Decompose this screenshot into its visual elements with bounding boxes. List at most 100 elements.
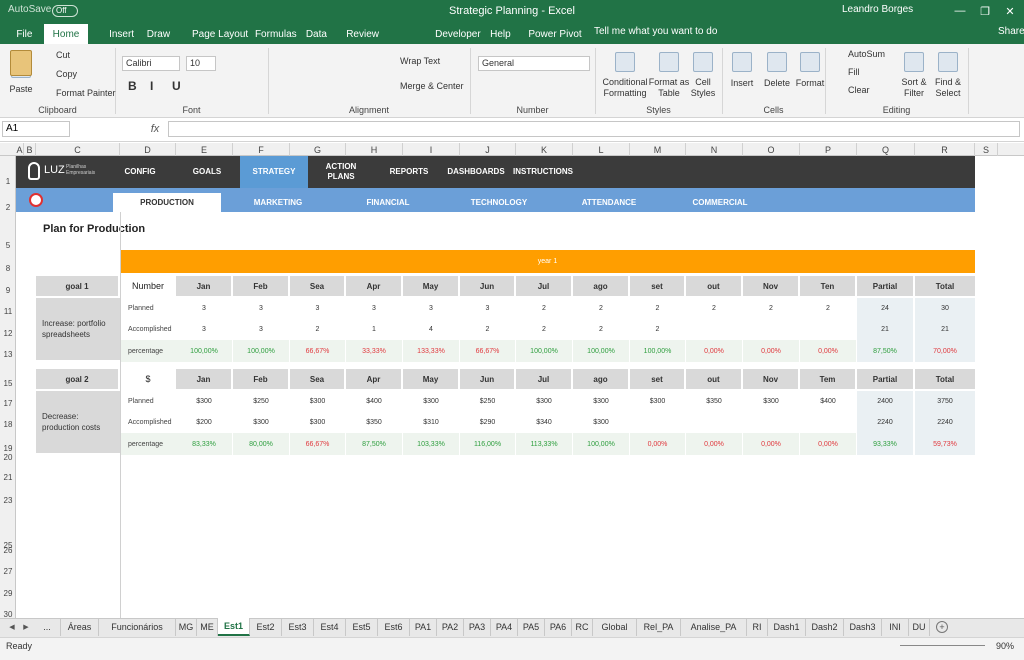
window-control[interactable]: ❐ bbox=[980, 5, 990, 18]
column-header[interactable]: M bbox=[630, 143, 686, 156]
sheet-tab[interactable]: RI bbox=[747, 618, 768, 636]
sheet-tab[interactable]: Est2 bbox=[250, 618, 282, 636]
ribbon-dropdown[interactable]: General bbox=[478, 56, 590, 71]
ribbon-tab[interactable]: Formulas bbox=[254, 28, 297, 40]
ribbon-button[interactable]: Find & Select bbox=[934, 77, 961, 98]
column-header[interactable]: A bbox=[16, 143, 24, 156]
row-header[interactable]: 27 bbox=[3, 566, 13, 576]
row-header[interactable]: 11 bbox=[3, 306, 13, 316]
ribbon-button[interactable]: U bbox=[172, 79, 181, 93]
row-header[interactable]: 9 bbox=[5, 285, 11, 295]
share-button[interactable]: Share bbox=[998, 26, 1024, 37]
ribbon-tab[interactable]: Power Pivot bbox=[528, 28, 582, 40]
subnav-item[interactable]: PRODUCTION bbox=[113, 193, 221, 212]
window-control[interactable]: — bbox=[954, 5, 966, 17]
sheet-tab[interactable]: Global bbox=[593, 618, 637, 636]
sheet-tab[interactable]: ME bbox=[197, 618, 218, 636]
row-header[interactable]: 30 bbox=[3, 609, 13, 619]
ribbon-button[interactable]: Format bbox=[795, 78, 825, 88]
row-header[interactable]: 26 bbox=[3, 545, 13, 555]
column-header[interactable]: C bbox=[36, 143, 120, 156]
row-header[interactable]: 2 bbox=[5, 202, 11, 212]
nav-item[interactable]: STRATEGY bbox=[240, 156, 308, 188]
ribbon-button[interactable]: Fill bbox=[848, 67, 860, 77]
row-header[interactable]: 1 bbox=[5, 176, 11, 186]
row-header[interactable]: 17 bbox=[3, 398, 13, 408]
sheet-tab[interactable]: Dash2 bbox=[806, 618, 844, 636]
sheet-tab[interactable]: Est5 bbox=[346, 618, 378, 636]
ribbon-button[interactable]: Conditional Formatting bbox=[602, 77, 648, 98]
ribbon-button[interactable]: Delete bbox=[763, 78, 790, 88]
sheet-tab[interactable]: PA6 bbox=[545, 618, 572, 636]
ribbon-tab[interactable]: Help bbox=[490, 28, 511, 40]
sheet-tab[interactable]: Dash1 bbox=[768, 618, 806, 636]
ribbon-button[interactable]: AutoSum bbox=[848, 49, 886, 59]
column-header[interactable]: B bbox=[24, 143, 36, 156]
column-header[interactable]: H bbox=[346, 143, 403, 156]
row-header[interactable]: 19 bbox=[3, 443, 13, 453]
ribbon-tab[interactable]: Developer bbox=[435, 28, 481, 40]
ribbon-tab[interactable]: Data bbox=[305, 28, 327, 40]
column-header[interactable]: O bbox=[743, 143, 800, 156]
add-sheet[interactable]: + bbox=[936, 621, 948, 633]
column-header[interactable]: E bbox=[176, 143, 233, 156]
column-header[interactable]: P bbox=[800, 143, 857, 156]
ribbon-button[interactable]: Cell Styles bbox=[690, 77, 716, 98]
nav-item[interactable]: INSTRUCTIONS bbox=[513, 167, 573, 176]
tab-scroll[interactable]: ◀ bbox=[9, 624, 15, 631]
sheet-tab[interactable]: PA5 bbox=[518, 618, 545, 636]
row-header[interactable]: 12 bbox=[3, 328, 13, 338]
nav-item[interactable]: ACTION PLANS bbox=[325, 162, 357, 181]
ribbon-dropdown[interactable]: Calibri bbox=[122, 56, 180, 71]
ribbon-tab[interactable]: Draw bbox=[146, 28, 171, 40]
column-header[interactable]: S bbox=[975, 143, 998, 156]
sheet-tab[interactable]: Rel_PA bbox=[637, 618, 681, 636]
sheet-tab[interactable]: MG bbox=[176, 618, 197, 636]
column-header[interactable]: D bbox=[120, 143, 176, 156]
nav-item[interactable]: GOALS bbox=[192, 167, 222, 176]
ribbon-button[interactable]: Sort & Filter bbox=[901, 77, 927, 98]
sheet-tab[interactable]: ... bbox=[34, 618, 61, 636]
nav-item[interactable]: CONFIG bbox=[124, 167, 156, 176]
sheet-tab[interactable]: PA1 bbox=[410, 618, 437, 636]
column-header[interactable]: L bbox=[573, 143, 630, 156]
sheet-tab[interactable]: PA2 bbox=[437, 618, 464, 636]
ribbon-dropdown[interactable]: 10 bbox=[186, 56, 216, 71]
autosave-state[interactable]: Off bbox=[52, 5, 78, 17]
window-control[interactable]: ✕ bbox=[1005, 5, 1015, 18]
ribbon-button[interactable]: Copy bbox=[56, 69, 78, 79]
sheet-tab[interactable]: Est4 bbox=[314, 618, 346, 636]
ribbon-button[interactable]: Merge & Center bbox=[400, 81, 464, 91]
ribbon-button[interactable]: Clear bbox=[848, 85, 870, 95]
column-header[interactable]: Q bbox=[857, 143, 915, 156]
ribbon-button[interactable]: Paste bbox=[9, 84, 33, 94]
column-header[interactable]: J bbox=[460, 143, 516, 156]
row-header[interactable]: 20 bbox=[3, 452, 13, 462]
sheet-tab[interactable]: PA4 bbox=[491, 618, 518, 636]
sheet-tab[interactable]: Áreas bbox=[61, 618, 99, 636]
subnav-item[interactable]: TECHNOLOGY bbox=[470, 198, 528, 207]
sheet-tab[interactable]: Funcionários bbox=[99, 618, 176, 636]
row-header[interactable]: 23 bbox=[3, 495, 13, 505]
nav-item[interactable]: REPORTS bbox=[389, 167, 429, 176]
row-header[interactable]: 5 bbox=[5, 240, 11, 250]
subnav-item[interactable]: FINANCIAL bbox=[366, 198, 410, 207]
row-header[interactable]: 13 bbox=[3, 349, 13, 359]
zoom-slider[interactable] bbox=[900, 645, 985, 646]
row-header[interactable]: 29 bbox=[3, 588, 13, 598]
ribbon-tab[interactable]: File bbox=[16, 28, 33, 40]
nav-item[interactable]: DASHBOARDS bbox=[447, 167, 505, 176]
ribbon-button[interactable]: Cut bbox=[56, 50, 71, 60]
ribbon-tab[interactable]: Review bbox=[346, 28, 379, 40]
ribbon-button[interactable]: B bbox=[128, 79, 137, 93]
subnav-item[interactable]: COMMERCIAL bbox=[692, 198, 748, 207]
subnav-item[interactable]: ATTENDANCE bbox=[581, 198, 637, 207]
row-header[interactable]: 15 bbox=[3, 378, 13, 388]
autosave-label[interactable]: AutoSave bbox=[8, 4, 52, 15]
sheet-tab[interactable]: RC bbox=[572, 618, 593, 636]
column-header[interactable]: I bbox=[403, 143, 460, 156]
sheet-tab[interactable]: Est1 bbox=[218, 618, 250, 636]
play-icon[interactable] bbox=[29, 193, 43, 207]
ribbon-tab[interactable]: Home bbox=[44, 24, 88, 44]
row-header[interactable]: 21 bbox=[3, 472, 13, 482]
